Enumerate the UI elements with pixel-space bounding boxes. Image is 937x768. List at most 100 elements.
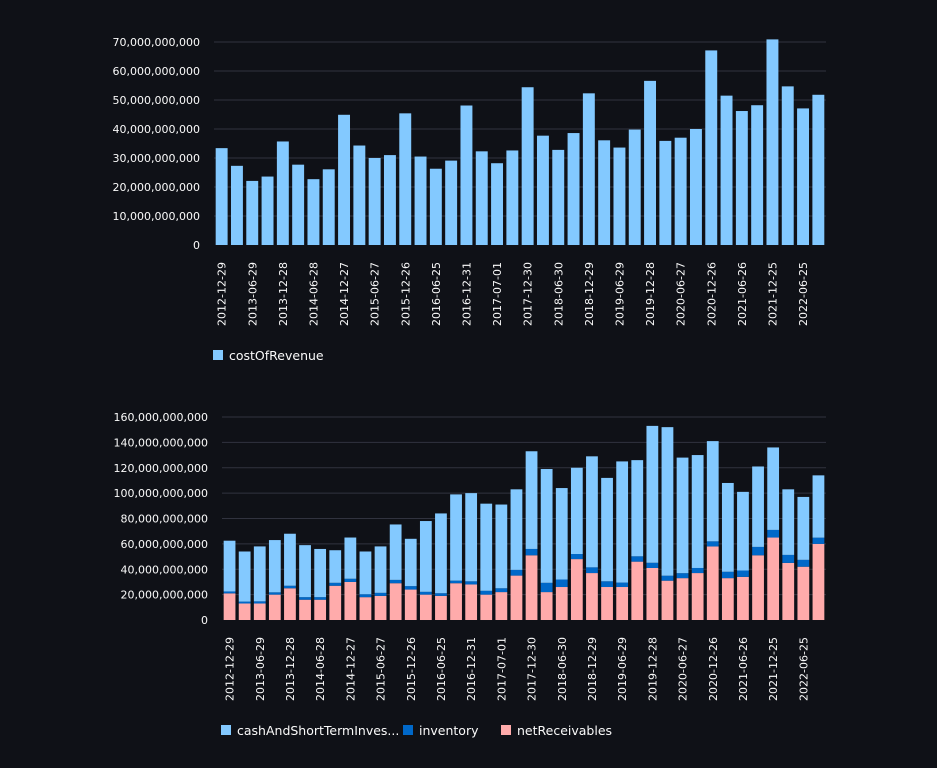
bar-cashAndShortTermInvestments[interactable] xyxy=(646,425,659,563)
bar-costOfRevenue[interactable] xyxy=(414,156,427,245)
bar-inventory[interactable] xyxy=(314,597,327,600)
bar-cashAndShortTermInvestments[interactable] xyxy=(253,546,266,602)
bar-netReceivables[interactable] xyxy=(570,559,583,620)
bar-netReceivables[interactable] xyxy=(329,585,342,620)
bar-netReceivables[interactable] xyxy=(797,566,810,620)
bar-netReceivables[interactable] xyxy=(676,578,689,620)
bar-netReceivables[interactable] xyxy=(510,575,523,620)
bar-netReceivables[interactable] xyxy=(238,603,251,620)
bar-costOfRevenue[interactable] xyxy=(246,180,259,245)
bar-cashAndShortTermInvestments[interactable] xyxy=(268,540,281,593)
bar-cashAndShortTermInvestments[interactable] xyxy=(631,460,644,557)
bar-inventory[interactable] xyxy=(238,601,251,604)
bar-cashAndShortTermInvestments[interactable] xyxy=(495,504,508,589)
bar-netReceivables[interactable] xyxy=(344,581,357,620)
bar-inventory[interactable] xyxy=(631,556,644,562)
bar-netReceivables[interactable] xyxy=(223,593,236,620)
bar-netReceivables[interactable] xyxy=(284,588,296,620)
bar-netReceivables[interactable] xyxy=(586,573,598,620)
bar-inventory[interactable] xyxy=(419,591,432,595)
bar-cashAndShortTermInvestments[interactable] xyxy=(314,548,327,598)
bar-inventory[interactable] xyxy=(767,529,780,538)
bar-cashAndShortTermInvestments[interactable] xyxy=(721,482,734,572)
bar-costOfRevenue[interactable] xyxy=(536,135,549,245)
bar-netReceivables[interactable] xyxy=(631,561,644,620)
bar-netReceivables[interactable] xyxy=(782,562,795,620)
bar-costOfRevenue[interactable] xyxy=(598,140,611,245)
bar-costOfRevenue[interactable] xyxy=(797,108,810,245)
bar-netReceivables[interactable] xyxy=(495,592,508,620)
bar-cashAndShortTermInvestments[interactable] xyxy=(586,456,598,568)
bar-costOfRevenue[interactable] xyxy=(368,158,381,245)
bar-netReceivables[interactable] xyxy=(721,578,734,620)
bar-inventory[interactable] xyxy=(404,586,417,590)
bar-netReceivables[interactable] xyxy=(389,583,402,620)
bar-cashAndShortTermInvestments[interactable] xyxy=(797,496,810,560)
bar-netReceivables[interactable] xyxy=(616,587,629,620)
bar-netReceivables[interactable] xyxy=(737,576,749,620)
bar-cashAndShortTermInvestments[interactable] xyxy=(374,546,387,593)
bar-cashAndShortTermInvestments[interactable] xyxy=(737,491,749,571)
bar-cashAndShortTermInvestments[interactable] xyxy=(419,521,432,592)
bar-cashAndShortTermInvestments[interactable] xyxy=(435,513,447,594)
bar-inventory[interactable] xyxy=(721,571,734,579)
bar-cashAndShortTermInvestments[interactable] xyxy=(661,427,674,576)
bar-cashAndShortTermInvestments[interactable] xyxy=(706,441,719,542)
bar-costOfRevenue[interactable] xyxy=(674,137,687,245)
bar-costOfRevenue[interactable] xyxy=(261,176,274,245)
bar-cashAndShortTermInvestments[interactable] xyxy=(812,475,825,538)
bar-costOfRevenue[interactable] xyxy=(659,140,672,245)
bar-netReceivables[interactable] xyxy=(812,543,825,621)
bar-costOfRevenue[interactable] xyxy=(307,179,320,245)
bar-inventory[interactable] xyxy=(586,567,598,574)
bar-inventory[interactable] xyxy=(389,579,402,584)
bar-netReceivables[interactable] xyxy=(525,555,538,620)
bar-costOfRevenue[interactable] xyxy=(582,93,595,245)
bar-costOfRevenue[interactable] xyxy=(720,95,733,246)
bar-cashAndShortTermInvestments[interactable] xyxy=(510,489,523,570)
bar-costOfRevenue[interactable] xyxy=(383,155,396,245)
bar-cashAndShortTermInvestments[interactable] xyxy=(480,503,493,591)
bar-inventory[interactable] xyxy=(706,541,719,547)
bar-cashAndShortTermInvestments[interactable] xyxy=(525,451,538,549)
bar-cashAndShortTermInvestments[interactable] xyxy=(616,461,629,583)
legend-item-cashAndShortTermInvestments[interactable]: cashAndShortTermInves... xyxy=(221,723,399,738)
bar-cashAndShortTermInvestments[interactable] xyxy=(404,538,417,587)
bar-inventory[interactable] xyxy=(661,575,674,581)
bar-costOfRevenue[interactable] xyxy=(735,111,748,246)
bar-costOfRevenue[interactable] xyxy=(766,39,779,245)
bar-inventory[interactable] xyxy=(450,580,462,584)
bar-netReceivables[interactable] xyxy=(752,555,764,620)
bar-costOfRevenue[interactable] xyxy=(689,129,702,245)
bar-cashAndShortTermInvestments[interactable] xyxy=(344,537,357,579)
bar-netReceivables[interactable] xyxy=(419,594,432,621)
bar-costOfRevenue[interactable] xyxy=(230,165,243,245)
bar-inventory[interactable] xyxy=(495,588,508,593)
bar-inventory[interactable] xyxy=(223,591,236,594)
bar-cashAndShortTermInvestments[interactable] xyxy=(767,447,780,530)
bar-cashAndShortTermInvestments[interactable] xyxy=(389,524,402,580)
bar-netReceivables[interactable] xyxy=(480,594,493,621)
bar-netReceivables[interactable] xyxy=(465,584,478,620)
bar-cashAndShortTermInvestments[interactable] xyxy=(359,551,372,595)
bar-inventory[interactable] xyxy=(510,569,523,576)
bar-costOfRevenue[interactable] xyxy=(781,86,794,246)
bar-costOfRevenue[interactable] xyxy=(215,148,228,245)
bar-netReceivables[interactable] xyxy=(299,599,311,620)
bar-costOfRevenue[interactable] xyxy=(338,114,351,245)
bar-inventory[interactable] xyxy=(601,581,613,588)
bar-cashAndShortTermInvestments[interactable] xyxy=(238,551,251,602)
bar-costOfRevenue[interactable] xyxy=(353,145,366,245)
bar-inventory[interactable] xyxy=(555,579,568,588)
bar-costOfRevenue[interactable] xyxy=(445,160,458,245)
bar-inventory[interactable] xyxy=(299,597,311,600)
bar-costOfRevenue[interactable] xyxy=(276,141,289,245)
bar-inventory[interactable] xyxy=(616,582,629,588)
bar-cashAndShortTermInvestments[interactable] xyxy=(555,488,568,580)
bar-costOfRevenue[interactable] xyxy=(705,50,718,245)
bar-netReceivables[interactable] xyxy=(601,587,613,620)
bar-inventory[interactable] xyxy=(676,573,689,579)
bar-cashAndShortTermInvestments[interactable] xyxy=(299,545,311,598)
bar-netReceivables[interactable] xyxy=(404,589,417,620)
bar-inventory[interactable] xyxy=(435,593,447,596)
